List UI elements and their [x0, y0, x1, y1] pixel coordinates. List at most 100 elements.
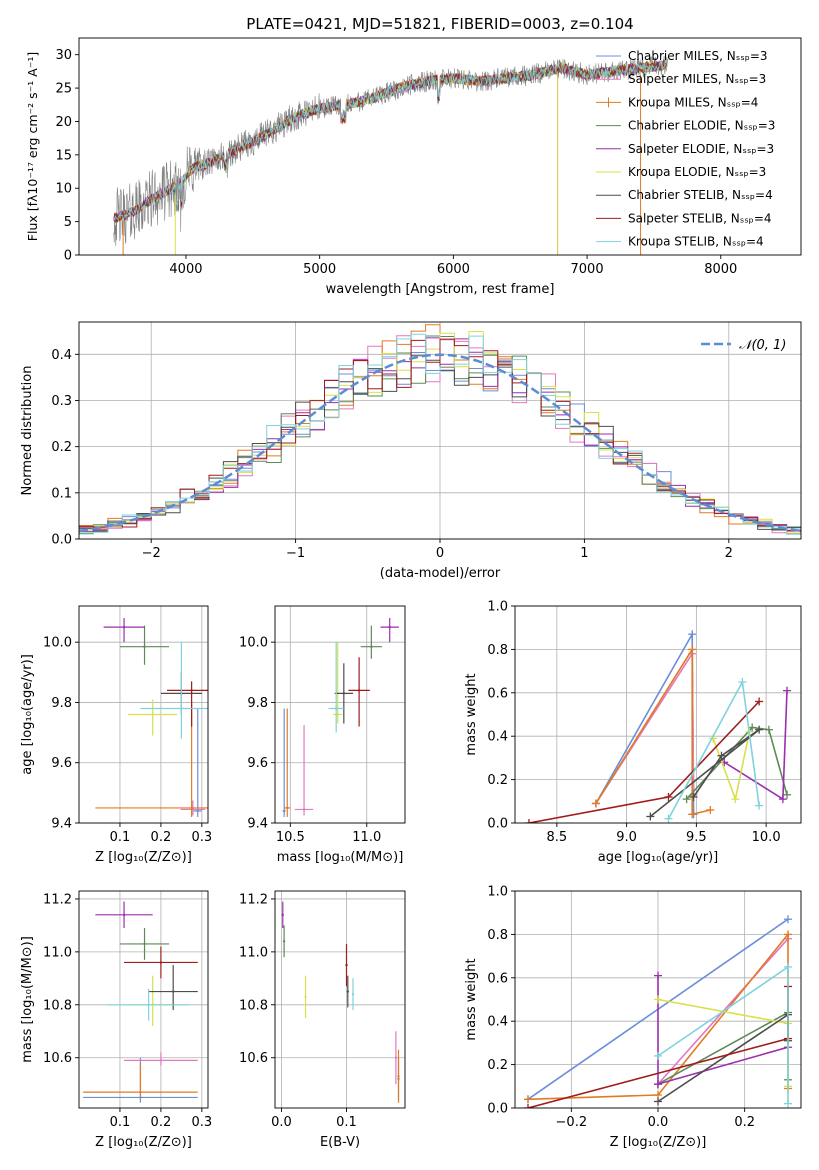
y-tick-label: 10.6	[239, 1051, 268, 1066]
errorbar-point	[139, 1090, 142, 1094]
y-tick-label: 1.0	[487, 600, 508, 615]
plot-area	[79, 324, 801, 539]
errorbar-point	[336, 713, 339, 716]
y-tick-label: 20	[55, 115, 72, 130]
panel-age_vs_mass: 10.5 11.0 9.4 9.6 9.8 10.0 mass [log₁₀(M/M⊙)]	[239, 605, 406, 865]
x-tick-label: 0	[436, 546, 444, 561]
y-axis-label: mass weight	[464, 958, 479, 1040]
x-tick-label: 0.0	[271, 1115, 292, 1130]
errorbar-point	[286, 806, 289, 810]
panel-mass_vs_EBV: 0.0 0.1 10.6 10.8 11.0 11.2 E(B-V)	[239, 890, 406, 1150]
x-tick-label: 0.3	[192, 830, 213, 845]
legend-label: Chabrier MILES, Nₛₛₚ=3	[628, 49, 768, 63]
legend-label: Chabrier ELODIE, Nₛₛₚ=3	[628, 119, 775, 133]
y-tick-label: 0.4	[487, 730, 508, 745]
legend-label: Salpeter STELIB, Nₛₛₚ=4	[628, 211, 772, 225]
axes-frame	[78, 890, 209, 1109]
axes-frame	[274, 890, 406, 1109]
y-tick-label: 0.3	[51, 394, 72, 409]
x-tick-label: 2	[725, 546, 733, 561]
y-tick-label: 9.6	[51, 756, 72, 771]
y-tick-label: 0.2	[487, 773, 508, 788]
x-axis-label: Z [log₁₀(Z/Z⊙)]	[95, 1135, 192, 1150]
plot-area	[524, 915, 792, 1108]
x-axis-label: Z [log₁₀(Z/Z⊙)]	[610, 1135, 707, 1150]
errorbar-point	[370, 645, 373, 648]
x-tick-label: 10.0	[752, 830, 781, 845]
y-axis-label: Flux [fλ10⁻¹⁷ erg cm⁻² s⁻¹ A⁻¹]	[25, 52, 40, 241]
y-tick-label: 11.0	[43, 945, 72, 960]
y-tick-label: 9.8	[51, 696, 72, 711]
panel-mass_vs_Z: 0.1 0.2 0.3 10.6 10.8 11.0 11.2 Z [log₁₀(Z/Z⊙)]…	[20, 890, 213, 1150]
x-tick-label: −0.2	[556, 1115, 588, 1130]
errorbar-point	[190, 689, 193, 692]
x-tick-label: 9.5	[686, 830, 707, 845]
x-axis-label: (data-model)/error	[380, 566, 501, 581]
y-tick-label: 5	[64, 215, 72, 230]
errorbar-point	[394, 1056, 398, 1059]
axes-frame	[78, 37, 802, 256]
errorbar-point	[357, 689, 361, 692]
plot-area	[95, 618, 208, 817]
errorbar-point	[342, 692, 346, 695]
errorbar-point	[334, 707, 338, 710]
x-axis-label: E(B-V)	[320, 1135, 360, 1150]
y-axis-label: age [log₁₀(age/yr)]	[20, 654, 35, 775]
y-tick-label: 0	[64, 249, 72, 264]
axes-frame	[78, 605, 209, 824]
errorbar-point	[180, 707, 183, 710]
plot-area	[524, 630, 792, 823]
x-axis-label: wavelength [Angstrom, rest frame]	[326, 282, 555, 297]
legend-label: Chabrier STELIB, Nₛₛₚ=4	[628, 188, 773, 202]
y-tick-label: 0.1	[51, 486, 72, 501]
x-tick-label: 0.1	[336, 1115, 357, 1130]
y-tick-label: 0.2	[51, 440, 72, 455]
errorbar-point	[282, 809, 286, 813]
y-tick-label: 11.0	[239, 945, 268, 960]
errorbar-point	[147, 1003, 150, 1006]
x-tick-label: 4000	[169, 262, 202, 277]
x-tick-label: 7000	[571, 262, 604, 277]
y-tick-label: 0.8	[487, 643, 508, 658]
axes-frame	[274, 605, 406, 824]
y-tick-label: 1.0	[487, 885, 508, 900]
y-tick-label: 15	[55, 148, 72, 163]
panel-massweight_vs_age: 8.5 9.0 9.5 10.0 0.0 0.2 0.4 0.6 0.8 1.0 age [log₁…	[464, 600, 802, 865]
legend-label: Salpeter MILES, Nₛₛₚ=3	[628, 72, 766, 86]
errorbar-point	[143, 942, 146, 946]
y-tick-label: 0.0	[51, 533, 72, 548]
mass-weight-line	[595, 646, 711, 816]
mass-weight-line	[649, 729, 760, 818]
y-tick-label: 11.2	[43, 892, 72, 907]
spectrum-model-line	[113, 59, 668, 221]
errorbar-point	[397, 1075, 400, 1078]
errorbar-point	[196, 809, 199, 813]
x-tick-label: 8.5	[547, 830, 568, 845]
y-tick-label: 30	[55, 48, 72, 63]
errorbar-point	[171, 990, 175, 993]
errorbar-point	[190, 806, 193, 810]
mass-weight-line	[686, 726, 788, 800]
panel-age_vs_Z: 0.1 0.2 0.3 9.4 9.6 9.8 10.0 Z [log₁₀(Z/Z⊙)] age…	[20, 605, 213, 865]
y-axis-label: mass weight	[464, 673, 479, 755]
x-tick-label: 0.3	[192, 1115, 213, 1130]
y-tick-label: 10.6	[43, 1051, 72, 1066]
x-tick-label: 8000	[704, 262, 737, 277]
x-tick-label: 0.1	[110, 830, 131, 845]
x-tick-label: 0.0	[648, 1115, 669, 1130]
x-tick-label: 1	[580, 546, 588, 561]
x-tick-label: 9.0	[616, 830, 637, 845]
y-tick-label: 0.4	[487, 1015, 508, 1030]
errorbar-point	[304, 995, 307, 999]
legend-label: Kroupa STELIB, Nₛₛₚ=4	[628, 235, 764, 249]
errorbar-point	[122, 625, 126, 629]
y-tick-label: 0.6	[487, 686, 508, 701]
y-tick-label: 9.8	[247, 696, 268, 711]
errorbar-point	[346, 990, 349, 993]
gaussian-curve	[79, 353, 801, 533]
x-tick-label: 0.1	[110, 1115, 131, 1130]
panel-spectrum: 4000 5000 6000 7000 8000 0 5 10 15 20 25 30 waveleng…	[25, 37, 802, 297]
axes-frame	[78, 321, 802, 540]
x-tick-label: 5000	[303, 262, 336, 277]
